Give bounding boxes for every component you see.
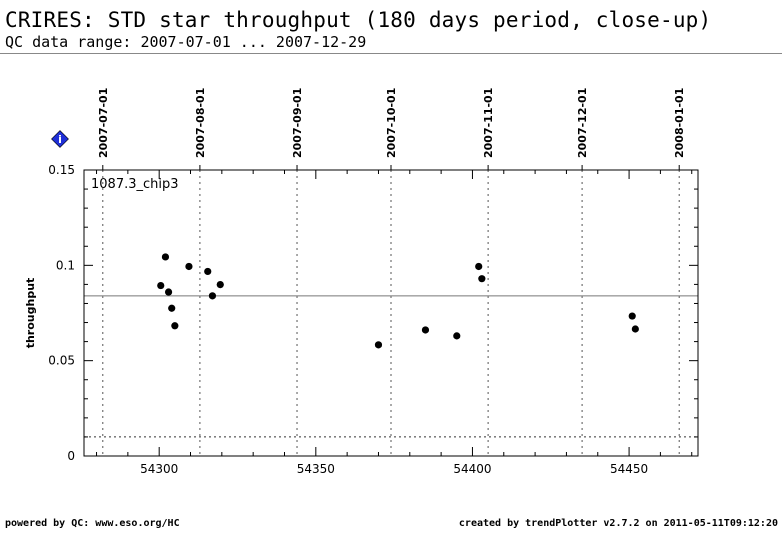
data-point-0-8 xyxy=(216,280,224,289)
date-label-4: 2007-11-01 xyxy=(482,88,495,158)
data-point-0-11 xyxy=(453,332,461,340)
data-point-0-1 xyxy=(161,253,170,261)
x-tick-label-3: 54450 xyxy=(610,462,648,476)
date-label-0: 2007-07-01 xyxy=(97,88,110,158)
date-label-2: 2007-09-01 xyxy=(291,88,304,158)
date-label-1: 2007-08-01 xyxy=(194,88,207,158)
y-tick-label-3: 0.15 xyxy=(48,163,75,177)
data-point-0-12 xyxy=(475,262,483,271)
data-point-0-9 xyxy=(374,341,383,349)
data-point-0-3 xyxy=(168,304,176,312)
reference-lines xyxy=(84,295,698,438)
info-diamond-icon[interactable]: i xyxy=(51,130,69,148)
y-tick-label-1: 0.05 xyxy=(48,354,75,368)
data-point-0-6 xyxy=(204,267,212,276)
y-tick-label-0: 0 xyxy=(67,449,75,463)
x-tick-label-1: 54350 xyxy=(297,462,335,476)
header-divider xyxy=(0,53,782,54)
footer-powered-by: powered by QC: www.eso.org/HC xyxy=(5,518,180,529)
x-tick-label-2: 54400 xyxy=(453,462,491,476)
x-tick-label-0: 54300 xyxy=(140,462,178,476)
plot-frame xyxy=(83,169,699,457)
date-lines: 2007-07-01 2007-08-01 2007-09-01 2007-10-01… xyxy=(97,88,686,456)
info-glyph: i xyxy=(58,133,62,146)
page-title: CRIRES: STD star throughput (180 days pe… xyxy=(5,8,712,32)
data-point-0-10 xyxy=(421,326,430,334)
footer-created-by: created by trendPlotter v2.7.2 on 2011-0… xyxy=(458,518,778,529)
panel-label: 1087.3_chip3 xyxy=(91,177,179,192)
data-point-0-7 xyxy=(208,292,217,300)
y-axis-label: throughput xyxy=(24,278,37,349)
y-tick-label-2: 0.1 xyxy=(56,258,75,272)
date-label-6: 2008-01-01 xyxy=(673,88,686,158)
data-point-0-0 xyxy=(157,281,165,290)
data-point-0-5 xyxy=(185,262,193,271)
data-point-0-4 xyxy=(171,322,179,330)
date-label-5: 2007-12-01 xyxy=(576,88,589,158)
data-points xyxy=(157,253,639,349)
axes: 54300 54350 54400 54450 0 0.05 0.1 0.15 xyxy=(48,163,698,476)
data-point-0-2 xyxy=(164,288,173,296)
date-label-3: 2007-10-01 xyxy=(385,88,398,158)
data-point-0-13 xyxy=(478,275,486,283)
data-point-0-14 xyxy=(628,312,636,320)
data-range-subtitle: QC data range: 2007-07-01 ... 2007-12-29 xyxy=(5,33,367,51)
data-point-0-15 xyxy=(631,325,639,333)
